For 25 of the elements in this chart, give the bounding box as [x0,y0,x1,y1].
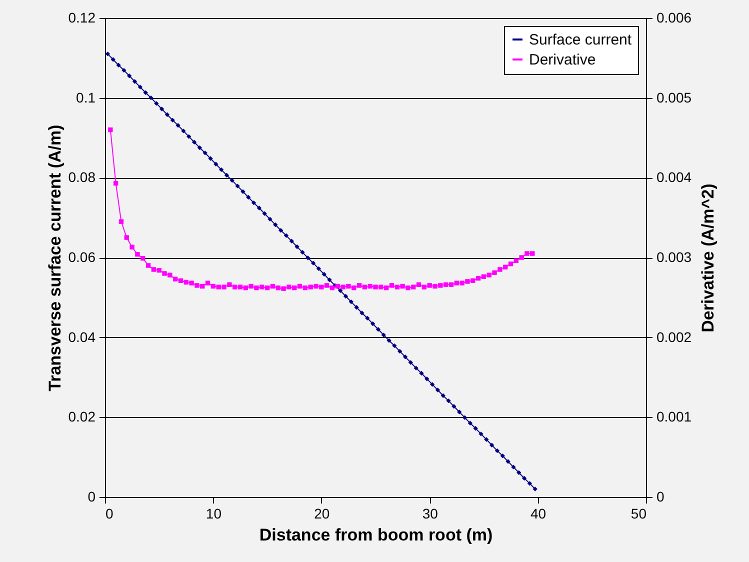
y2-tick-label: 0.005 [656,89,692,106]
y-tick-label: 0.12 [68,10,96,26]
x-tick-label: 40 [530,506,546,522]
legend-label: Surface current [529,32,632,48]
y2-tick-label: 0.001 [656,408,692,425]
y2-tick-label: 0.006 [656,10,692,26]
y-tick-label: 0.1 [76,89,96,106]
x-tick-label: 10 [206,506,222,522]
y2-tick-label: 0.003 [656,249,692,265]
y-tick-label: 0.04 [68,328,96,345]
legend-label: Derivative [529,52,596,68]
y-tick-label: 0 [88,488,96,504]
x-tick-label: 30 [422,506,438,522]
y2-tick-label: 0.004 [656,169,692,186]
y-tick-label: 0.08 [68,169,96,186]
y2-tick-label: 0.002 [656,328,692,345]
y2-tick-label: 0 [656,488,664,504]
y-tick-label: 0.06 [68,249,96,265]
x-axis-title: Distance from boom root (m) [259,526,493,544]
y2-axis-title: Derivative (A/m^2) [698,184,718,332]
y-tick-label: 0.02 [68,408,96,425]
x-tick-label: 20 [314,506,330,522]
x-tick-label: 0 [106,506,114,522]
x-tick-label: 50 [630,506,647,522]
y-axis-title: Transverse surface current (A/m) [45,124,64,392]
